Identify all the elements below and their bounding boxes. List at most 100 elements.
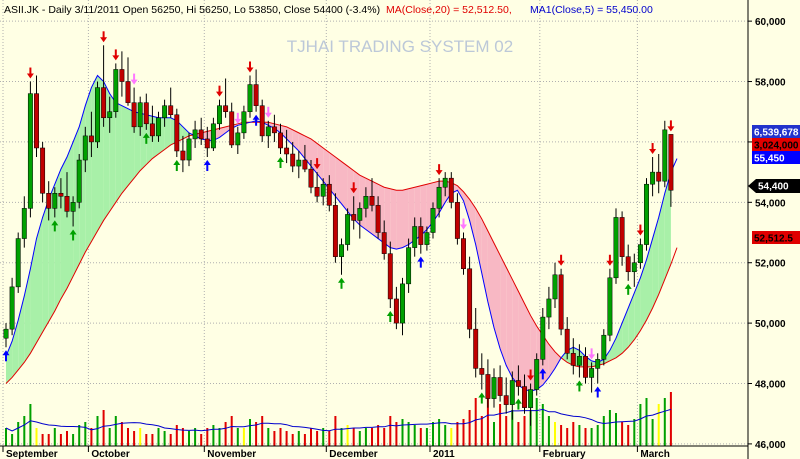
candle-body	[326, 183, 332, 206]
volume-bar	[114, 416, 117, 446]
volume-bar	[340, 428, 343, 446]
candle-body	[192, 129, 198, 140]
sell-arrow-icon	[667, 126, 675, 132]
volume-bar	[621, 422, 624, 446]
candle-body	[412, 226, 418, 248]
buy-arrow-icon	[386, 311, 394, 317]
candle-body	[479, 368, 485, 375]
candle-body	[467, 268, 473, 330]
candle-body	[247, 84, 253, 112]
y-tick-label: 50,000	[755, 319, 786, 330]
candle-body	[381, 232, 387, 254]
x-axis-labels: September October November December 2011 Febr…	[2, 446, 670, 459]
signal-arrows	[2, 31, 675, 410]
volume-bar	[645, 398, 648, 446]
bearish-fill	[555, 351, 562, 369]
volume-ma-line	[5, 408, 672, 432]
candle-body	[497, 377, 503, 396]
candle-body	[589, 368, 595, 378]
bullish-fill	[24, 268, 31, 363]
volume-bar	[334, 416, 337, 446]
bearish-fill	[365, 178, 372, 235]
candle-body	[210, 123, 216, 149]
bullish-fill	[48, 184, 55, 322]
bearish-fill	[500, 255, 507, 366]
bearish-fill	[219, 126, 226, 138]
candle-body	[131, 102, 137, 128]
volume-bar	[511, 410, 514, 446]
bearish-fill	[347, 166, 354, 219]
bullish-fill	[121, 105, 128, 194]
sell-arrow-icon	[649, 149, 657, 155]
y-tick-label: 48,000	[755, 380, 786, 391]
candle-body	[601, 334, 607, 360]
volume-bar	[364, 428, 367, 446]
volume-bars	[5, 392, 672, 446]
bullish-fill	[646, 238, 653, 321]
volume-bar	[84, 422, 87, 446]
volume-bar	[47, 434, 50, 446]
volume-bar	[657, 404, 660, 446]
candle-body	[95, 87, 100, 143]
candle-body	[46, 193, 52, 209]
volume-bar	[450, 428, 453, 446]
volume-bar	[432, 422, 434, 446]
buy-arrow-icon	[514, 398, 522, 404]
sell-arrow-icon	[606, 260, 614, 266]
bullish-fill	[634, 277, 641, 340]
buy-arrow-icon	[338, 277, 345, 283]
volume-bar	[108, 428, 111, 446]
volume-bar	[236, 428, 239, 446]
candle-body	[430, 208, 436, 233]
sell-arrow-icon	[588, 354, 596, 360]
volume-bar	[377, 425, 380, 446]
bullish-fill	[664, 172, 671, 280]
ma20-readout: MA(Close,20) = 52,512.50,	[386, 4, 512, 16]
volume-bar	[651, 419, 654, 446]
volume-bar	[560, 425, 563, 446]
buy-arrow-icon	[478, 392, 486, 398]
candle-body	[662, 129, 668, 182]
volume-bar	[151, 434, 154, 446]
bullish-fill	[85, 87, 92, 253]
candle-body	[656, 171, 662, 182]
volume-bar	[584, 428, 587, 446]
ma5-badge-box	[752, 151, 800, 164]
bearish-fill	[317, 143, 324, 182]
candle-body	[204, 138, 210, 149]
bullish-fill	[640, 259, 647, 331]
volume-bar	[529, 410, 532, 446]
candle-body	[58, 193, 64, 197]
candle-body	[570, 353, 576, 366]
bullish-fill	[182, 126, 189, 139]
volume-bar	[249, 419, 251, 446]
volume-bar	[127, 428, 129, 446]
volume-bar	[572, 422, 575, 446]
volume-ma-badge-box	[752, 138, 800, 151]
candle-body	[528, 389, 534, 408]
bearish-fill	[323, 147, 330, 189]
bearish-fill	[286, 126, 293, 145]
candle-body	[558, 274, 564, 330]
sell-arrow-icon	[26, 73, 34, 79]
volume-bar	[200, 434, 203, 446]
volume-bar	[505, 416, 508, 446]
bearish-fill	[487, 231, 494, 328]
candle-body	[637, 244, 643, 263]
ma20-line	[5, 121, 678, 384]
sell-arrow-icon	[527, 375, 535, 381]
bearish-fill	[420, 184, 427, 236]
volume-bar	[566, 428, 569, 446]
bullish-fill	[54, 169, 61, 312]
candle-body	[259, 105, 265, 137]
candle-body	[52, 193, 58, 209]
bullish-fill	[603, 350, 610, 364]
sell-arrow-icon	[216, 91, 223, 97]
candle-body	[668, 134, 674, 191]
candle-body	[271, 126, 277, 134]
candle-body	[143, 102, 149, 125]
bearish-fill	[341, 161, 348, 212]
sell-arrow-icon	[435, 170, 443, 176]
volume-bar	[517, 422, 520, 446]
candle-body	[436, 186, 442, 209]
